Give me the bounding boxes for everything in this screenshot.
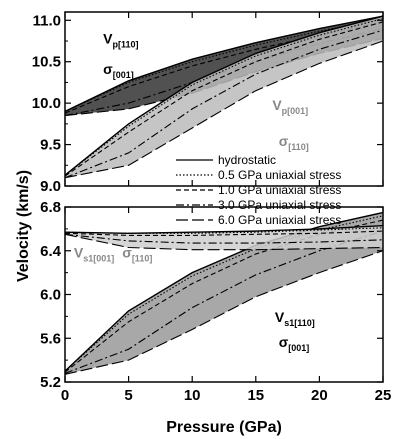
series-label-top-1: Vp[001]	[272, 97, 308, 116]
series-label-bottom-0: Vs1[110]	[275, 309, 315, 328]
series-line-bottom-0-solid	[64, 211, 384, 372]
series-stress-label-top-1: σ[110]	[279, 133, 309, 152]
series-line-bottom-1-dashdot	[64, 233, 384, 244]
series-line-bottom-1-dotted	[64, 227, 384, 234]
y-tick-label-bottom: 5.6	[40, 330, 61, 347]
y-tick-label-bottom: 6.0	[40, 287, 61, 304]
band-bottom-0	[65, 212, 383, 375]
y-tick-label-top: 10.0	[32, 95, 61, 112]
y-tick-label-top: 11.0	[33, 12, 61, 29]
y-tick-label-bottom: 6.8	[40, 199, 61, 216]
y-tick-label-top: 10.5	[32, 54, 61, 71]
series-stress-label-top-0: σ[001]	[103, 61, 134, 80]
series-line-top-1-longdash	[64, 40, 384, 179]
series-line-top-1-dotted	[64, 18, 384, 176]
x-tick-label: 20	[311, 387, 328, 404]
series-stress-label-bottom-0: σ[001]	[279, 334, 310, 353]
x-tick-label: 25	[375, 387, 392, 404]
series-line-top-1-dashed	[64, 21, 384, 177]
legend-entry-label: 3.0 GPa uniaxial stress	[218, 198, 341, 212]
y-axis-label: Velocity (km/s)	[15, 170, 32, 282]
x-tick-label: 0	[61, 387, 69, 404]
legend-entry-label: 1.0 GPa uniaxial stress	[218, 183, 341, 197]
x-tick-label: 15	[247, 387, 264, 404]
panel-top: Vp[110] σ[001] Vp[001] σ[110] 9.0 9.5 10.0 10.5…	[32, 11, 384, 195]
y-tick-label-top: 9.0	[40, 178, 61, 195]
x-axis-label: Pressure (GPa)	[166, 419, 282, 436]
series-line-top-0-solid	[64, 15, 384, 113]
y-tick-label-bottom: 6.4	[40, 243, 62, 260]
series-label-bottom-1: Vs1[001]	[74, 244, 114, 263]
series-label-top-0: Vp[110]	[103, 30, 138, 49]
panel-bottom: Vs1[110]σ[001]Vs1[001] σ[110]5.25.66.06.…	[40, 199, 384, 391]
series-line-top-1-solid	[64, 15, 384, 176]
y-tick-label-top: 9.5	[40, 137, 61, 154]
series-line-bottom-1-dashed	[64, 230, 384, 236]
series-line-bottom-1-longdash	[64, 233, 384, 251]
series-line-bottom-0-dashed	[64, 219, 384, 373]
legend-entry-label: hydrostatic	[218, 153, 276, 167]
x-tick-label: 5	[124, 387, 132, 404]
plot-frame-top	[64, 11, 384, 187]
y-tick-label-bottom: 5.2	[40, 374, 61, 391]
plot-layer: Vp[110] σ[001] Vp[001] σ[110] 9.0 9.5 10.0 10.5…	[32, 11, 392, 404]
legend-entry-label: 6.0 GPa uniaxial stress	[218, 213, 341, 227]
legend-entry-label: 0.5 GPa uniaxial stress	[218, 168, 341, 182]
series-line-bottom-0-dotted	[64, 215, 384, 372]
band-top-1	[65, 16, 383, 178]
band-bottom-1	[65, 225, 383, 250]
x-tick-label: 10	[184, 387, 201, 404]
series-line-bottom-0-longdash	[64, 250, 384, 375]
series-line-top-0-dashed	[64, 21, 384, 114]
series-line-top-1-dashdot	[64, 29, 384, 179]
